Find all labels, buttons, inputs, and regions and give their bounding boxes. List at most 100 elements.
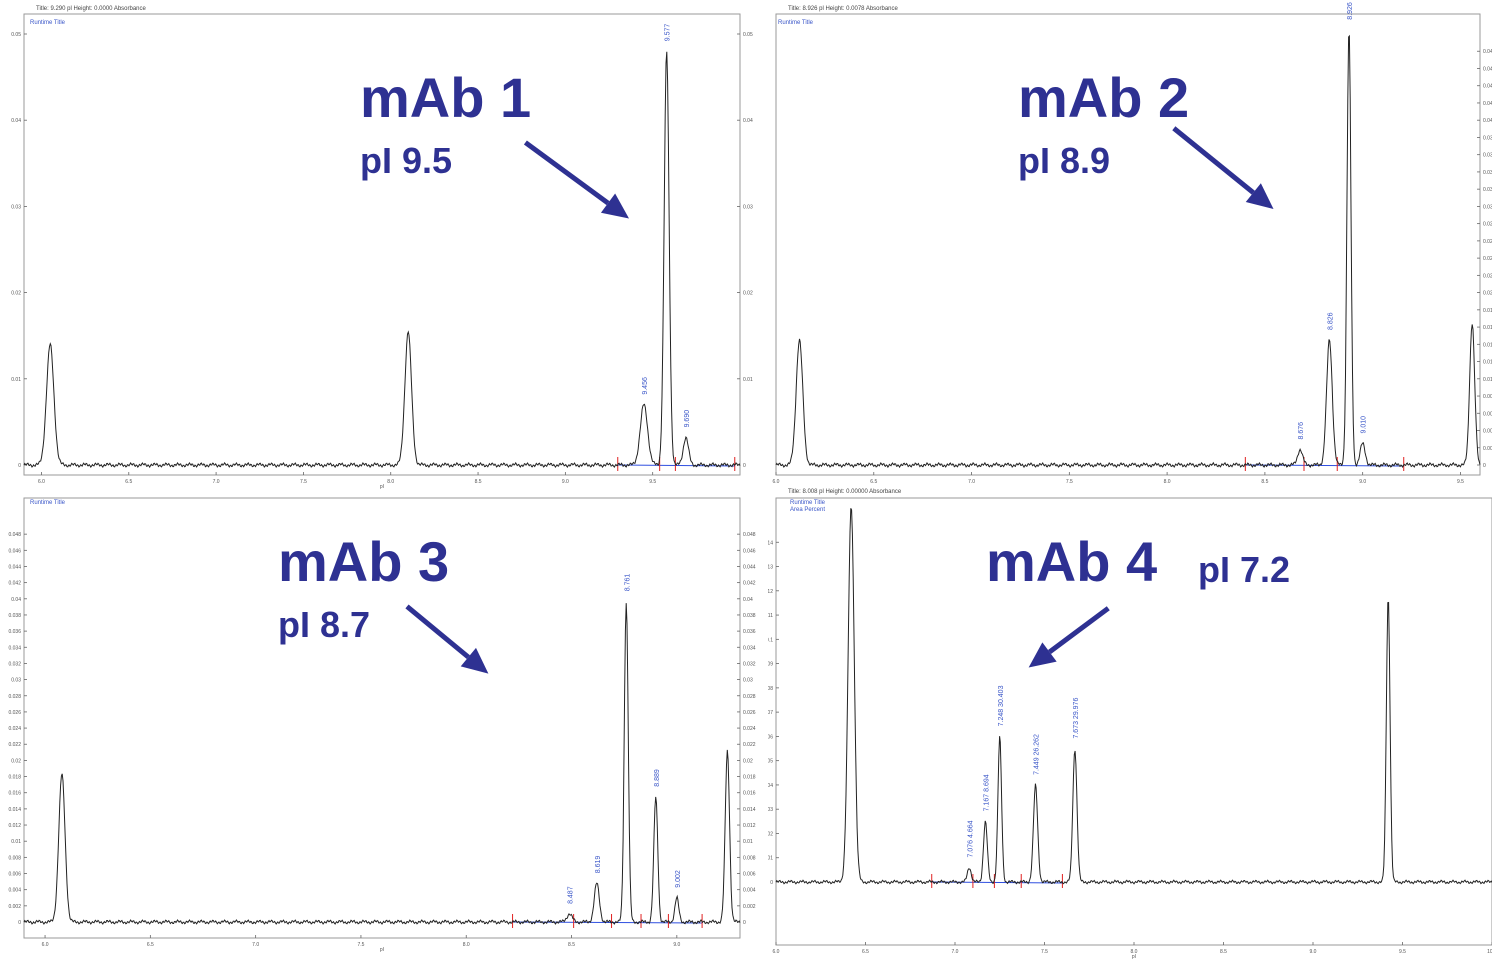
y-tick-label-right: 0.02 [743,291,753,297]
y-tick-label-left: 0.02 [11,758,21,764]
y-tick-label-right: 0.002 [1483,446,1492,452]
y-tick-label-left: 0.02 [11,291,21,297]
y-tick-label-left: 0.036 [8,629,21,635]
y-tick-label-right: 0.022 [1483,273,1492,279]
arrow-head [600,193,629,219]
y-tick-label-right: 0.032 [743,661,756,667]
y-tick-label-right: 0.018 [1483,308,1492,314]
peak-label: 9.690 [684,410,691,428]
trace-line [23,51,741,469]
y-tick-label-left: 0.034 [8,645,21,651]
x-tick-label: 7.0 [952,949,959,955]
y-tick-label-right: 0.024 [1483,256,1492,262]
y-tick-label-left: 0.024 [8,726,21,732]
peak-label: 8.761 [624,574,631,592]
y-tick-label-left: 0.004 [8,888,21,894]
y-tick-label-left: 0.12 [768,589,773,595]
y-tick-label-left: 0.002 [8,904,21,910]
arrow-shaft [1172,126,1255,195]
arrow-head [460,647,489,674]
peak-label: 7.673 29.976 [1073,698,1080,739]
peak-label: 9.456 [642,377,649,395]
y-tick-label-right: 0.038 [1483,135,1492,141]
chart-panel-mab1: 0 0.01 0.02 0.03 0.04 0.05 0 0.01 0.02 0.03 0.04 0.… [0,0,760,490]
y-tick-label-left: 0 [18,463,21,469]
x-tick-label: 6.0 [42,942,49,948]
y-tick-label-left: 0.1 [768,637,773,643]
plot-frame [775,13,1481,476]
x-tick-label: 7.5 [1041,949,1048,955]
x-tick-label: 8.5 [1220,949,1227,955]
y-tick-label-right: 0.042 [743,581,756,587]
y-tick-label-right: 0.028 [1483,222,1492,228]
chart-title: mAb 1 [360,66,532,129]
y-tick-label-right: 0.002 [743,904,756,910]
x-tick-label: 8.5 [1261,479,1268,485]
run-label-2: Area Percent [790,507,826,513]
peak-label: 8.826 [1327,312,1334,330]
peak-label: 8.619 [595,856,602,874]
y-tick-label-right: 0.022 [743,742,756,748]
y-tick-label-right: 0.012 [743,823,756,829]
chart-subtitle: pI 8.9 [1018,140,1111,181]
x-tick-label: 8.0 [463,942,470,948]
chart-title: mAb 3 [278,530,450,593]
y-tick-label-left: 0.01 [11,377,21,383]
trace-line [775,508,1492,885]
chart-header: Title: 8.008 pl Height: 0.00000 Absorban… [788,489,902,495]
peak-label: 8.889 [654,769,661,787]
x-tick-label: 7.0 [213,479,220,485]
y-tick-label-left: 0.022 [8,742,21,748]
y-tick-label-left: 0.038 [8,613,21,619]
peak-label: 9.577 [665,24,672,42]
peak-label: 8.487 [567,886,574,904]
x-tick-label: 9.5 [1399,949,1406,955]
y-tick-label-right: 0.028 [743,694,756,700]
x-tick-label: 6.0 [38,479,45,485]
x-tick-label: 9.0 [1359,479,1366,485]
y-tick-label-right: 0.016 [1483,325,1492,331]
arrow-head [1028,642,1057,668]
y-tick-label-right: 0.004 [743,888,756,894]
y-tick-label-right: 0.01 [743,839,753,845]
y-tick-label-left: 0 [18,920,21,926]
y-tick-label-right: 0.006 [1483,411,1492,417]
y-tick-label-right: 0.01 [1483,377,1492,383]
y-tick-label-left: 0.04 [11,597,21,603]
y-tick-label-right: 0 [743,920,746,926]
y-tick-label-right: 0.008 [743,855,756,861]
peak-label: 8.676 [1298,422,1305,440]
peak-label: 7.449 26.262 [1034,734,1041,775]
x-tick-label: 6.5 [125,479,132,485]
chart-title: mAb 4 [986,530,1158,593]
y-tick-label-left: 0.01 [11,839,21,845]
y-tick-label-right: 0.014 [743,807,756,813]
y-tick-label-right: 0.048 [1483,49,1492,55]
x-tick-label: 10.0 [1487,949,1492,955]
y-tick-label-right: 0.004 [1483,429,1492,435]
x-tick-label: 8.5 [475,479,482,485]
y-tick-label-right: 0.03 [743,678,753,684]
y-tick-label-left: 0.028 [8,694,21,700]
y-tick-label-right: 0.044 [743,564,756,570]
y-tick-label-right: 0.046 [1483,66,1492,72]
peak-label: 7.167 8.694 [983,774,990,811]
y-tick-label-right: 0.038 [743,613,756,619]
chart-header: Title: 9.290 pl Height: 0.0000 Absorbanc… [36,6,146,12]
plot-frame [23,497,741,939]
y-tick-label-right: 0.026 [743,710,756,716]
y-tick-label-left: 0.08 [768,686,773,692]
chart-panel-mab2: 0 0.002 0.004 0.006 0.008 0.01 0.012 0.014 0.016… [768,0,1492,490]
x-tick-label: 6.0 [773,479,780,485]
y-tick-label-right: 0.026 [1483,239,1492,245]
y-tick-label-left: 0.046 [8,548,21,554]
peak-label: 9.002 [675,870,682,888]
y-tick-label-right: 0.032 [1483,187,1492,193]
y-tick-label-right: 0.02 [1483,291,1492,297]
y-tick-label-left: 0.008 [8,855,21,861]
y-tick-label-right: 0.04 [743,597,753,603]
run-label: Runtime Title [778,20,814,26]
x-tick-label: 8.0 [1131,949,1138,955]
integration-baseline [617,464,735,467]
y-tick-label-left: 0.07 [768,710,773,716]
